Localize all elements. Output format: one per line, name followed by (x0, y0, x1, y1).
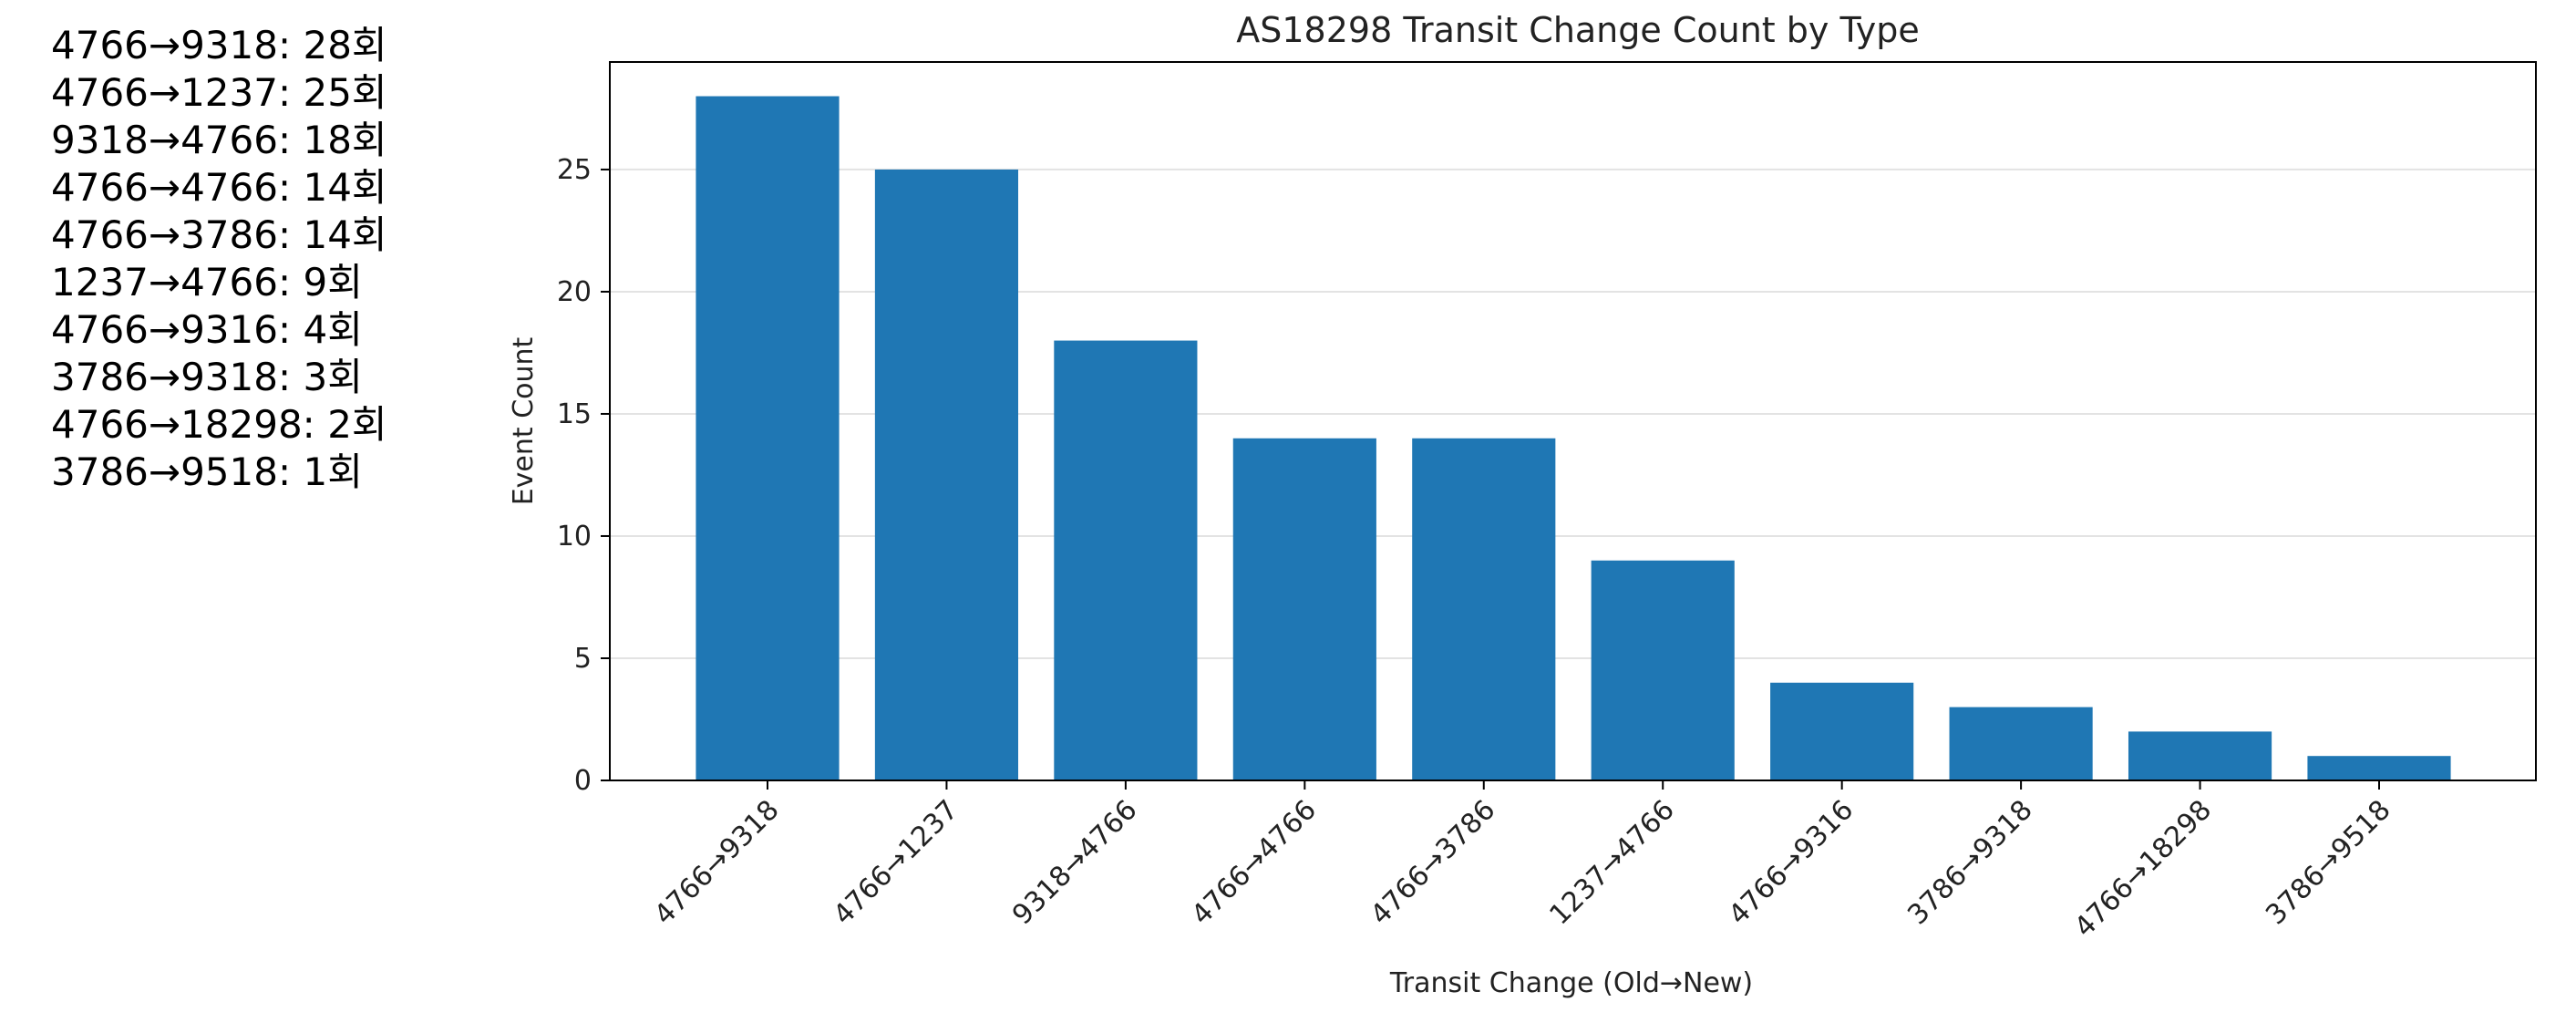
y-tick-label: 20 (557, 276, 592, 308)
bar (1412, 438, 1556, 780)
bar (1770, 682, 1914, 780)
y-tick-label: 15 (557, 398, 592, 430)
summary-list: 4766→9318: 28회 4766→1237: 25회 9318→4766: 1… (51, 22, 387, 496)
x-axis: 4766→9318 4766→1237 9318→4766 4766→4766 4766… (648, 780, 2397, 944)
summary-list-item: 4766→1237: 25회 (51, 70, 387, 115)
y-tick-label: 5 (574, 643, 592, 675)
bar (1232, 438, 1376, 780)
chart-title: AS18298 Transit Change Count by Type (1236, 10, 1920, 50)
x-tick-label: 1237→4766 (1543, 794, 1681, 932)
x-tick-label: 9318→4766 (1006, 794, 1144, 932)
y-tick-label: 0 (574, 765, 592, 797)
bar (1054, 340, 1198, 780)
summary-list-item: 4766→9316: 4회 (51, 307, 363, 352)
summary-list-item: 1237→4766: 9회 (51, 260, 363, 305)
summary-list-item: 9318→4766: 18회 (51, 118, 387, 162)
x-tick-label: 4766→9316 (1723, 794, 1860, 932)
x-tick-label: 3786→9518 (2260, 794, 2397, 932)
bar (2307, 756, 2451, 780)
bar (2128, 731, 2272, 780)
summary-list-item: 3786→9518: 1회 (51, 449, 363, 494)
x-tick-label: 4766→1237 (828, 794, 965, 932)
bar (1949, 707, 2093, 780)
summary-list-item: 4766→9318: 28회 (51, 23, 387, 67)
y-tick-label: 25 (557, 154, 592, 186)
x-tick-label: 4766→4766 (1185, 794, 1323, 932)
bars (696, 96, 2451, 781)
x-tick-label: 4766→18298 (2068, 794, 2218, 944)
summary-list-item: 4766→18298: 2회 (51, 402, 387, 447)
summary-list-item: 3786→9318: 3회 (51, 355, 363, 399)
x-tick-label: 3786→9318 (1901, 794, 2039, 932)
x-axis-label: Transit Change (Old→New) (1389, 967, 1753, 999)
x-tick-label: 4766→3786 (1365, 794, 1502, 932)
x-tick-label: 4766→9318 (648, 794, 786, 932)
y-tick-label: 10 (557, 521, 592, 552)
plot-area-frame (609, 61, 2537, 781)
y-axis: 0 5 10 15 20 25 (557, 154, 610, 797)
bar (1591, 560, 1735, 780)
bar (874, 169, 1019, 780)
y-axis-label: Event Count (508, 336, 540, 505)
summary-list-item: 4766→3786: 14회 (51, 212, 387, 257)
bar (696, 96, 840, 781)
summary-list-item: 4766→4766: 14회 (51, 165, 387, 210)
